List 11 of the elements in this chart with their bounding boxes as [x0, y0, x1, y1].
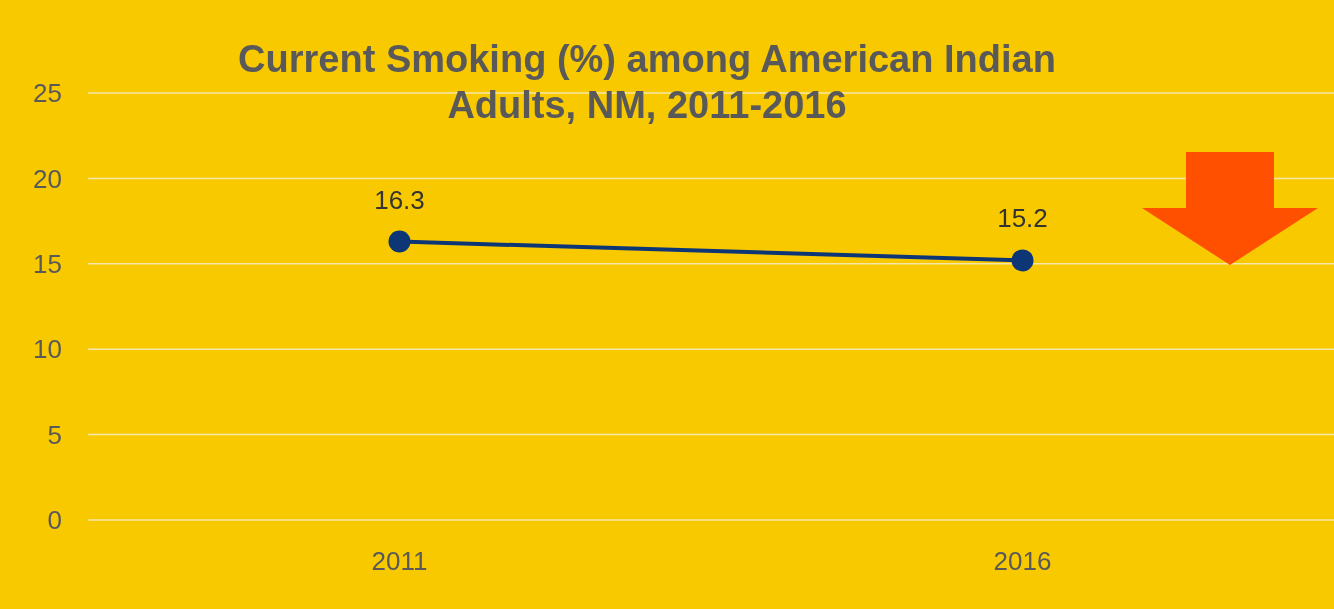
y-tick-label: 5 [47, 419, 62, 450]
y-tick-label: 15 [33, 248, 62, 279]
x-tick-label: 2016 [993, 546, 1052, 576]
data-label: 15.2 [997, 203, 1048, 234]
data-label: 16.3 [374, 184, 425, 215]
y-tick-label: 0 [47, 505, 62, 536]
y-tick-label: 20 [33, 163, 62, 194]
y-tick-label: 25 [33, 78, 62, 109]
x-tick-label: 2011 [371, 546, 428, 576]
y-tick-label: 10 [33, 334, 62, 365]
chart-title: Current Smoking (%) among American Indian Adults, NM, 2011-2016 [238, 38, 1056, 126]
